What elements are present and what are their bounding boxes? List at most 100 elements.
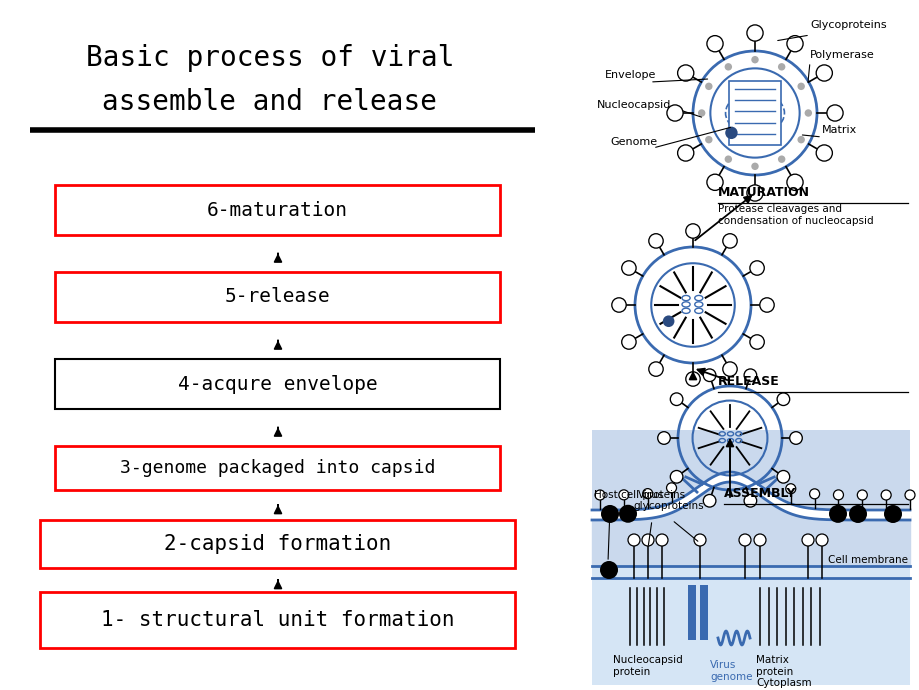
Text: RELEASE: RELEASE bbox=[717, 375, 779, 388]
Bar bbox=[728, 81, 780, 145]
Text: Glycoproteins: Glycoproteins bbox=[809, 20, 886, 30]
Circle shape bbox=[797, 83, 804, 90]
Circle shape bbox=[815, 534, 827, 546]
Circle shape bbox=[777, 155, 785, 163]
Circle shape bbox=[828, 505, 846, 523]
Bar bbox=[699, 585, 708, 640]
Circle shape bbox=[693, 534, 705, 546]
Circle shape bbox=[666, 105, 682, 121]
Circle shape bbox=[642, 489, 652, 499]
Circle shape bbox=[670, 471, 682, 483]
Circle shape bbox=[628, 534, 640, 546]
Circle shape bbox=[751, 163, 758, 170]
Circle shape bbox=[641, 534, 653, 546]
Text: Envelope: Envelope bbox=[605, 70, 655, 80]
Bar bbox=[55, 272, 499, 322]
Circle shape bbox=[724, 155, 732, 163]
Circle shape bbox=[738, 534, 750, 546]
Circle shape bbox=[655, 534, 667, 546]
Circle shape bbox=[648, 234, 663, 248]
Circle shape bbox=[785, 484, 795, 494]
Circle shape bbox=[621, 335, 635, 349]
Circle shape bbox=[648, 362, 663, 376]
Text: Basic process of viral: Basic process of viral bbox=[85, 44, 454, 72]
Bar bbox=[591, 565, 909, 685]
Circle shape bbox=[677, 65, 693, 81]
Circle shape bbox=[677, 145, 693, 161]
Circle shape bbox=[801, 534, 813, 546]
Circle shape bbox=[743, 495, 755, 507]
Text: Host cell proteins: Host cell proteins bbox=[594, 490, 685, 500]
Circle shape bbox=[722, 234, 736, 248]
Circle shape bbox=[746, 185, 762, 201]
Circle shape bbox=[786, 36, 802, 52]
Circle shape bbox=[789, 432, 801, 444]
Circle shape bbox=[759, 298, 774, 312]
Circle shape bbox=[743, 369, 755, 382]
Text: Nucleocapsid: Nucleocapsid bbox=[596, 100, 671, 110]
Circle shape bbox=[833, 490, 843, 500]
Circle shape bbox=[754, 534, 766, 546]
Circle shape bbox=[611, 298, 626, 312]
Circle shape bbox=[704, 136, 712, 144]
Text: Nucleocapsid
protein: Nucleocapsid protein bbox=[612, 655, 682, 677]
Circle shape bbox=[722, 362, 736, 376]
Circle shape bbox=[777, 393, 789, 406]
Circle shape bbox=[704, 83, 712, 90]
Bar bbox=[687, 585, 696, 640]
Text: condensation of nucleocapsid: condensation of nucleocapsid bbox=[717, 216, 873, 226]
Text: 1- structural unit formation: 1- structural unit formation bbox=[101, 610, 454, 630]
Circle shape bbox=[815, 65, 832, 81]
Circle shape bbox=[702, 369, 715, 382]
Circle shape bbox=[618, 505, 636, 523]
Text: glycoproteins: glycoproteins bbox=[632, 501, 703, 511]
Circle shape bbox=[749, 261, 764, 275]
Circle shape bbox=[670, 393, 682, 406]
Circle shape bbox=[685, 372, 699, 386]
Circle shape bbox=[749, 335, 764, 349]
Bar bbox=[40, 520, 515, 568]
Circle shape bbox=[883, 505, 901, 523]
Text: MATURATION: MATURATION bbox=[717, 186, 809, 199]
Bar bbox=[591, 430, 909, 565]
Circle shape bbox=[657, 432, 670, 444]
Circle shape bbox=[786, 174, 802, 190]
Circle shape bbox=[777, 471, 789, 483]
Circle shape bbox=[621, 261, 635, 275]
Circle shape bbox=[685, 224, 699, 238]
Circle shape bbox=[826, 105, 842, 121]
Circle shape bbox=[857, 490, 867, 500]
Circle shape bbox=[618, 490, 629, 500]
Circle shape bbox=[706, 36, 722, 52]
Bar bbox=[55, 446, 499, 490]
Text: Polymerase: Polymerase bbox=[809, 50, 874, 60]
Text: Matrix: Matrix bbox=[821, 125, 857, 135]
Text: ASSEMBLY: ASSEMBLY bbox=[723, 487, 796, 500]
Text: 3-genome packaged into capsid: 3-genome packaged into capsid bbox=[119, 459, 435, 477]
Circle shape bbox=[815, 145, 832, 161]
Circle shape bbox=[665, 483, 675, 493]
Circle shape bbox=[809, 489, 819, 499]
Text: assemble and release: assemble and release bbox=[102, 88, 437, 116]
Text: Cell membrane: Cell membrane bbox=[827, 555, 907, 565]
Text: Genome: Genome bbox=[609, 137, 656, 147]
Circle shape bbox=[797, 136, 804, 144]
Text: Matrix
protein
Cytoplasm: Matrix protein Cytoplasm bbox=[755, 655, 811, 688]
Circle shape bbox=[595, 490, 605, 500]
Text: Virus
genome: Virus genome bbox=[709, 660, 752, 682]
Circle shape bbox=[880, 490, 891, 500]
Circle shape bbox=[904, 490, 914, 500]
Circle shape bbox=[746, 25, 762, 41]
Text: Protease cleavages and: Protease cleavages and bbox=[717, 204, 841, 214]
Circle shape bbox=[751, 56, 758, 63]
Bar bbox=[40, 592, 515, 648]
Circle shape bbox=[698, 109, 705, 117]
Circle shape bbox=[599, 561, 618, 579]
Circle shape bbox=[724, 127, 737, 139]
Bar bbox=[55, 359, 499, 409]
Text: 5-release: 5-release bbox=[224, 288, 330, 306]
Circle shape bbox=[702, 495, 715, 507]
Text: 4-acqure envelope: 4-acqure envelope bbox=[177, 375, 377, 393]
Text: 6-maturation: 6-maturation bbox=[207, 201, 347, 219]
Circle shape bbox=[777, 63, 785, 70]
